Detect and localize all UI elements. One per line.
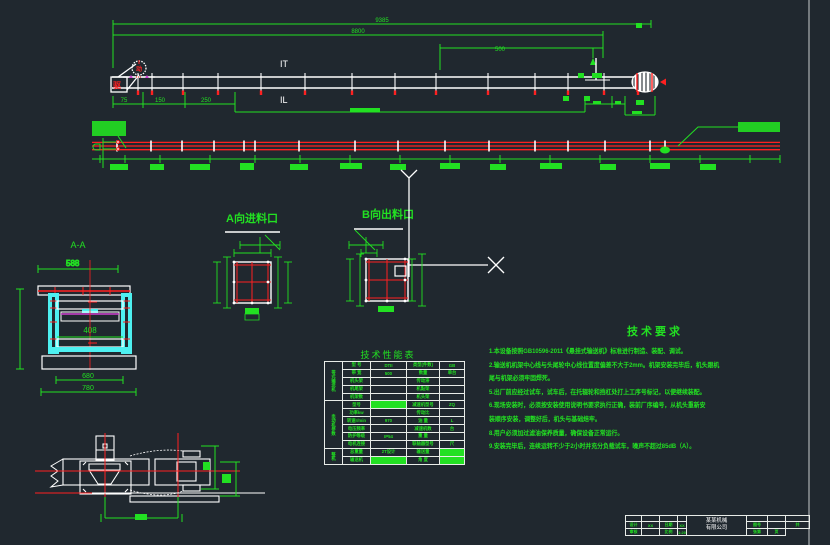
svg-text:驱: 驱 (113, 81, 121, 90)
svg-text:588: 588 (66, 259, 80, 268)
svg-text:动: 动 (136, 65, 142, 73)
svg-text:250: 250 (201, 98, 212, 104)
svg-text:A-A: A-A (70, 240, 85, 250)
svg-text:8800: 8800 (351, 29, 365, 35)
svg-text:IT: IT (280, 59, 289, 69)
svg-text:B向出料口: B向出料口 (362, 207, 414, 221)
svg-text:A向进料口: A向进料口 (226, 211, 278, 225)
svg-text:500: 500 (495, 47, 506, 53)
svg-text:9385: 9385 (375, 18, 389, 24)
svg-text:680: 680 (82, 373, 94, 380)
svg-text:780: 780 (82, 385, 94, 392)
svg-text:150: 150 (155, 98, 166, 104)
svg-text:技术性能表: 技术性能表 (360, 349, 415, 360)
svg-text:75: 75 (121, 98, 128, 104)
svg-text:IL: IL (280, 95, 288, 105)
